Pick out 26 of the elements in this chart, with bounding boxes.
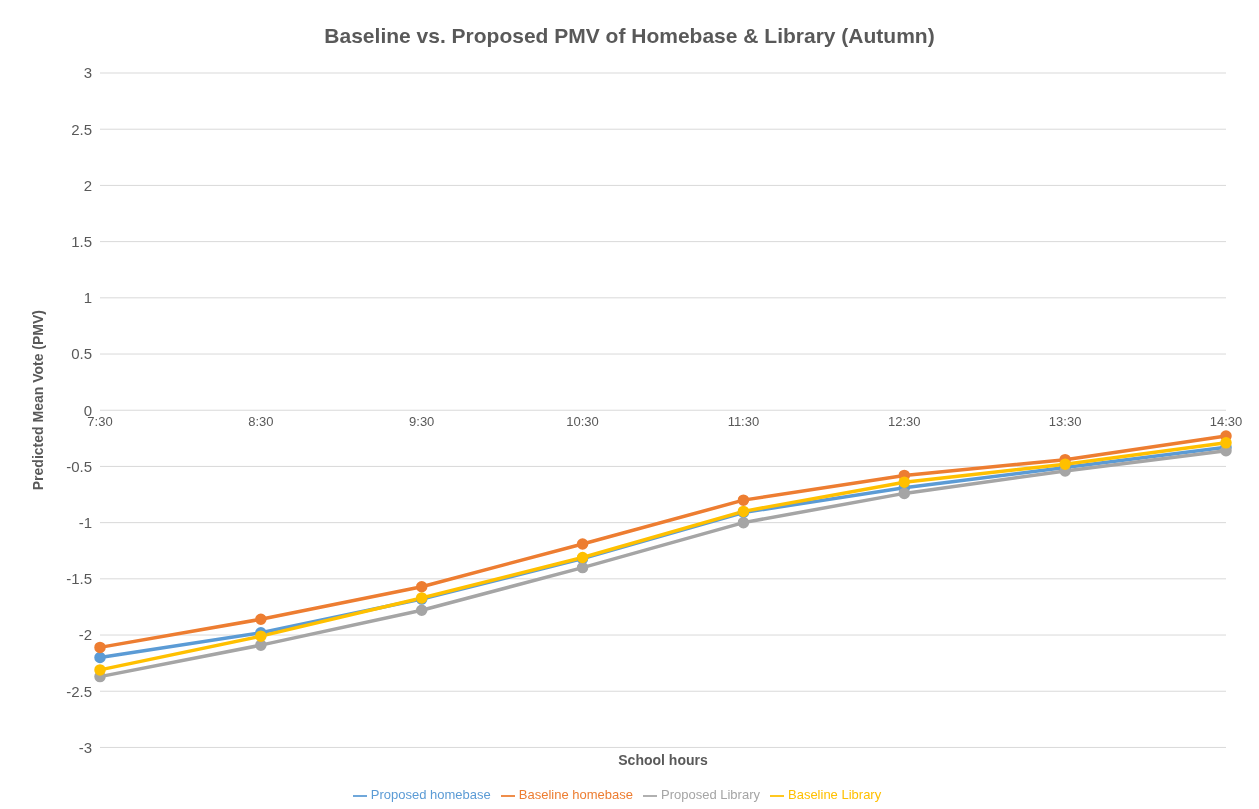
- x-tick-label: 9:30: [409, 414, 435, 429]
- y-tick-label: 2.5: [71, 120, 92, 138]
- x-axis-title: School hours: [618, 752, 708, 769]
- x-tick-label: 11:30: [727, 414, 760, 429]
- x-tick-label: 12:30: [888, 414, 921, 429]
- legend-label: Baseline Library: [787, 787, 882, 803]
- y-tick-label: 1: [83, 289, 92, 307]
- legend-label: Proposed Library: [660, 787, 760, 803]
- y-tick-label: -2.5: [66, 682, 92, 700]
- y-tick-label: -2: [78, 626, 92, 644]
- y-tick-label: 3: [83, 64, 92, 82]
- y-tick-label: -3: [78, 738, 92, 756]
- y-tick-label: 1.5: [71, 232, 92, 250]
- y-tick-label: 2: [83, 176, 92, 194]
- y-tick-label: -1: [78, 513, 92, 531]
- y-tick-label: -1.5: [66, 570, 92, 588]
- legend-label: Proposed homebase: [370, 787, 491, 803]
- legend-label: Baseline homebase: [518, 787, 633, 803]
- y-tick-label: -0.5: [66, 457, 92, 475]
- x-tick-label: 10:30: [566, 414, 599, 429]
- x-tick-label: 13:30: [1048, 414, 1082, 429]
- y-tick-label: 0.5: [71, 345, 92, 363]
- chart-title: Baseline vs. Proposed PMV of Homebase & Library (Autumn): [323, 22, 936, 49]
- x-tick-label: 8:30: [248, 414, 274, 429]
- y-axis-title: Predicted Mean Vote (PMV): [29, 310, 46, 491]
- x-tick-label: 14:30: [1209, 414, 1243, 429]
